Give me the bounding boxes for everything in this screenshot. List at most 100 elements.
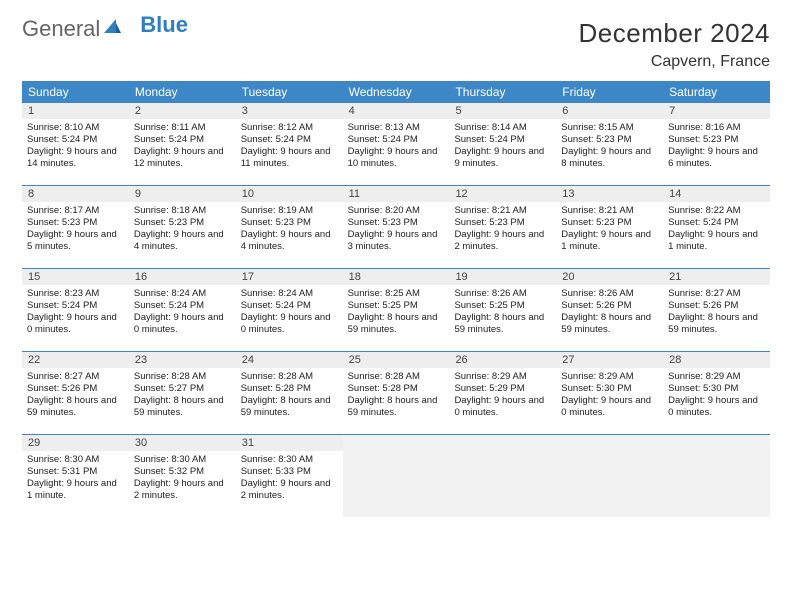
sunrise-text: Sunrise: 8:26 AM [561,288,658,300]
sunset-text: Sunset: 5:24 PM [134,134,231,146]
sunrise-text: Sunrise: 8:14 AM [454,122,551,134]
calendar-day: 1Sunrise: 8:10 AMSunset: 5:24 PMDaylight… [22,103,129,185]
sunset-text: Sunset: 5:24 PM [348,134,445,146]
day-number-bar: 16 [129,269,236,285]
calendar-grid: Sunday Monday Tuesday Wednesday Thursday… [22,81,770,517]
daylight-text: Daylight: 9 hours and 6 minutes. [668,146,765,170]
sunrise-text: Sunrise: 8:21 AM [454,205,551,217]
sunset-text: Sunset: 5:24 PM [27,134,124,146]
day-number: 27 [562,354,574,366]
daylight-text: Daylight: 9 hours and 0 minutes. [27,312,124,336]
day-number: 7 [669,105,675,117]
sunrise-text: Sunrise: 8:30 AM [134,454,231,466]
day-number-bar: 30 [129,435,236,451]
day-number: 16 [135,271,147,283]
day-number-bar: 8 [22,186,129,202]
sunrise-text: Sunrise: 8:25 AM [348,288,445,300]
day-number: 2 [135,105,141,117]
day-number-bar: 21 [663,269,770,285]
daylight-text: Daylight: 8 hours and 59 minutes. [454,312,551,336]
day-number: 28 [669,354,681,366]
day-number-bar: 10 [236,186,343,202]
calendar-page: General Blue December 2024 Capvern, Fran… [0,0,792,527]
calendar-day: 31Sunrise: 8:30 AMSunset: 5:33 PMDayligh… [236,435,343,517]
day-number-bar: 20 [556,269,663,285]
sunrise-text: Sunrise: 8:29 AM [668,371,765,383]
day-details: Sunrise: 8:19 AMSunset: 5:23 PMDaylight:… [236,202,343,258]
day-details: Sunrise: 8:26 AMSunset: 5:26 PMDaylight:… [556,285,663,341]
day-details: Sunrise: 8:30 AMSunset: 5:31 PMDaylight:… [22,451,129,507]
sunset-text: Sunset: 5:27 PM [134,383,231,395]
calendar-day: 26Sunrise: 8:29 AMSunset: 5:29 PMDayligh… [449,352,556,434]
sunset-text: Sunset: 5:24 PM [668,217,765,229]
day-number: 12 [455,188,467,200]
sunrise-text: Sunrise: 8:30 AM [27,454,124,466]
sunrise-text: Sunrise: 8:17 AM [27,205,124,217]
daylight-text: Daylight: 9 hours and 12 minutes. [134,146,231,170]
dow-saturday: Saturday [663,81,770,103]
dow-wednesday: Wednesday [343,81,450,103]
daylight-text: Daylight: 8 hours and 59 minutes. [27,395,124,419]
day-details: Sunrise: 8:23 AMSunset: 5:24 PMDaylight:… [22,285,129,341]
sunset-text: Sunset: 5:26 PM [668,300,765,312]
sunset-text: Sunset: 5:24 PM [134,300,231,312]
sunrise-text: Sunrise: 8:27 AM [27,371,124,383]
sunrise-text: Sunrise: 8:29 AM [454,371,551,383]
calendar-day: 24 Sunrise: 8:28 AMSunset: 5:28 PMDayligh… [236,352,343,434]
daylight-text: Daylight: 8 hours and 59 minutes. [348,312,445,336]
day-number-bar: 9 [129,186,236,202]
calendar-day: 20Sunrise: 8:26 AMSunset: 5:26 PMDayligh… [556,269,663,351]
day-details: Sunrise: 8:26 AMSunset: 5:25 PMDaylight:… [449,285,556,341]
calendar-week: 8 Sunrise: 8:17 AM Sunset: 5:23 PMDaylight… [22,185,770,268]
sunrise-text: Sunrise: 8:28 AM [134,371,231,383]
logo: General Blue [22,18,188,40]
day-details: Sunrise: 8:10 AMSunset: 5:24 PMDaylight:… [22,119,129,175]
daylight-text: Daylight: 9 hours and 0 minutes. [134,312,231,336]
day-details: Sunrise: 8:28 AMSunset: 5:28 PMDaylight:… [236,368,343,424]
header: General Blue December 2024 Capvern, Fran… [22,18,770,71]
calendar-day: 19Sunrise: 8:26 AMSunset: 5:25 PMDayligh… [449,269,556,351]
sunrise-text: Sunrise: 8:15 AM [561,122,658,134]
day-number-bar: 22 [22,352,129,368]
sunset-text: Sunset: 5:24 PM [27,300,124,312]
day-number: 15 [28,271,40,283]
sunset-text: Sunset: 5:33 PM [241,466,338,478]
day-number-bar: 27 [556,352,663,368]
calendar-day: 30Sunrise: 8:30 AMSunset: 5:32 PMDayligh… [129,435,236,517]
day-number: 13 [562,188,574,200]
sunrise-text: Sunrise: 8:12 AM [241,122,338,134]
daylight-text: Daylight: 9 hours and 2 minutes. [241,478,338,502]
dow-sunday: Sunday [22,81,129,103]
day-number: 6 [562,105,568,117]
logo-sail-icon [102,17,122,39]
daylight-text: Daylight: 8 hours and 59 minutes. [134,395,231,419]
day-number-bar: 15 [22,269,129,285]
daylight-text: Daylight: 8 hours and 59 minutes. [348,395,445,419]
sunrise-text: Sunrise: 8:24 AM [134,288,231,300]
day-number: 17 [242,271,254,283]
title-block: December 2024 Capvern, France [579,18,771,71]
day-number: 31 [242,437,254,449]
calendar-day: 12Sunrise: 8:21 AMSunset: 5:23 PMDayligh… [449,186,556,268]
day-number: 5 [455,105,461,117]
calendar-day: 6Sunrise: 8:15 AMSunset: 5:23 PMDaylight… [556,103,663,185]
calendar-day: 14Sunrise: 8:22 AMSunset: 5:24 PMDayligh… [663,186,770,268]
day-number-bar: 31 [236,435,343,451]
day-number: 8 [28,188,34,200]
sunset-text: Sunset: 5:32 PM [134,466,231,478]
calendar-day: 28Sunrise: 8:29 AMSunset: 5:30 PMDayligh… [663,352,770,434]
day-number: 21 [669,271,681,283]
calendar-day: 5Sunrise: 8:14 AMSunset: 5:24 PMDaylight… [449,103,556,185]
sunrise-text: Sunrise: 8:27 AM [668,288,765,300]
calendar-day: 11Sunrise: 8:20 AMSunset: 5:23 PMDayligh… [343,186,450,268]
logo-word-1: General [22,18,100,40]
day-details: Sunrise: 8:27 AMSunset: 5:26 PMDaylight:… [663,285,770,341]
day-number: 11 [349,188,360,200]
daylight-text: Daylight: 9 hours and 10 minutes. [348,146,445,170]
sunset-text: Sunset: 5:30 PM [561,383,658,395]
daylight-text: Daylight: 9 hours and 4 minutes. [241,229,338,253]
day-number: 14 [669,188,681,200]
calendar-day: 21 Sunrise: 8:27 AMSunset: 5:26 PMDayligh… [663,269,770,351]
sunset-text: Sunset: 5:23 PM [241,217,338,229]
day-number: 24 [242,354,254,366]
